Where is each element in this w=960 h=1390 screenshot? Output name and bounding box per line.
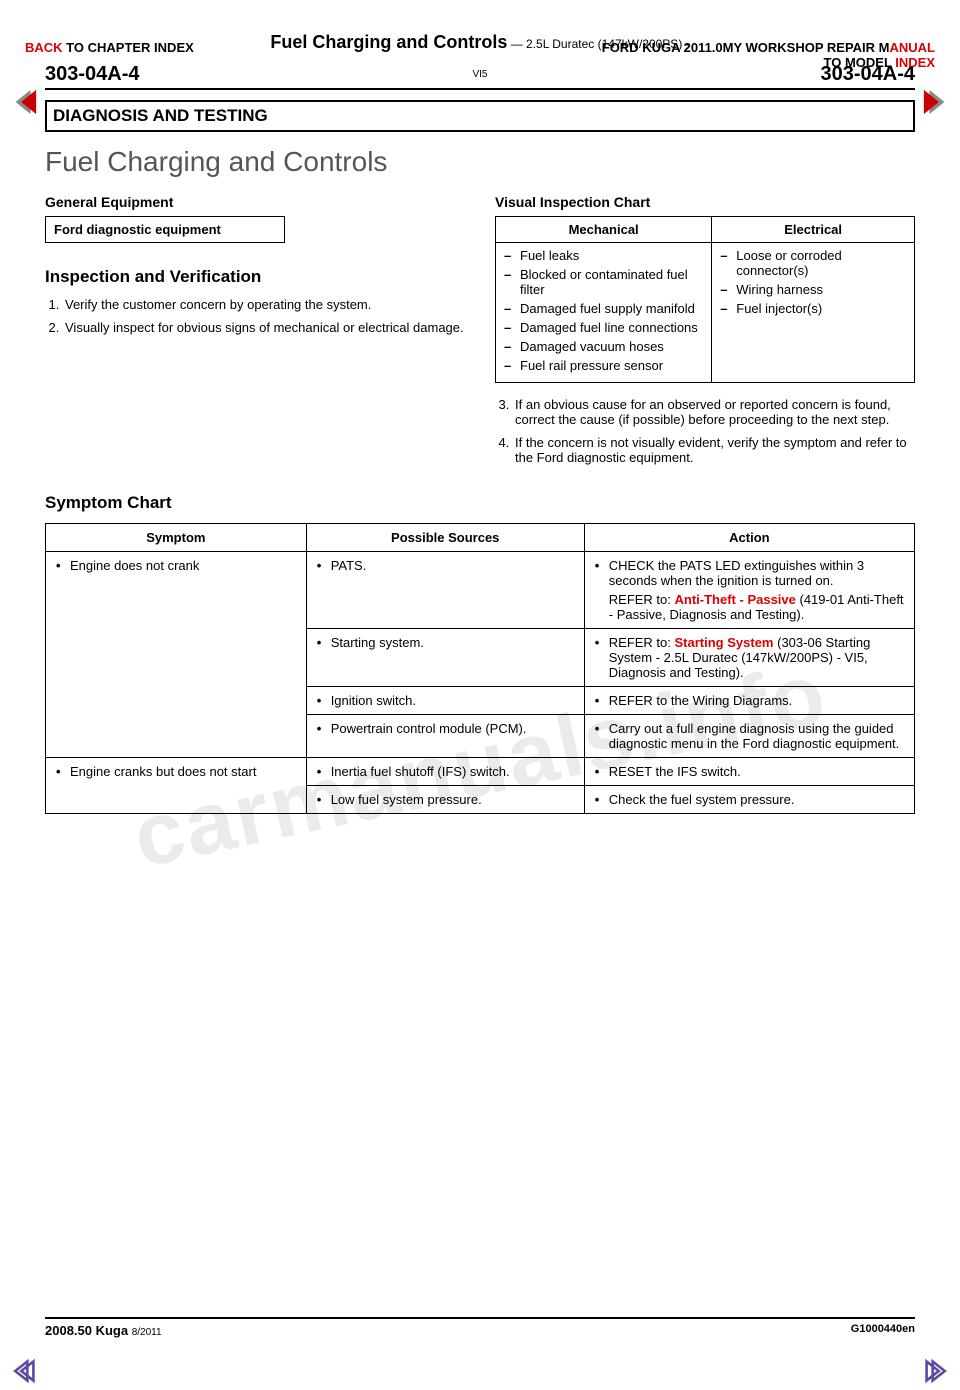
symptom-chart-table: Symptom Possible Sources Action Engine d… xyxy=(45,523,915,814)
back-rest: TO CHAPTER INDEX xyxy=(63,40,194,55)
vi5-label: VI5 xyxy=(472,69,487,80)
inspection-steps-1-2: Verify the customer concern by operating… xyxy=(63,297,465,335)
prev-page-bottom-chevron[interactable] xyxy=(10,1358,36,1384)
mech-item: Fuel leaks xyxy=(504,248,703,263)
src-ignition: Ignition switch. xyxy=(315,693,576,708)
mech-item: Damaged vacuum hoses xyxy=(504,339,703,354)
col-mechanical: Mechanical xyxy=(496,217,712,243)
mech-item: Damaged fuel supply manifold xyxy=(504,301,703,316)
footer-right: G1000440en xyxy=(851,1323,915,1338)
elec-item: Wiring harness xyxy=(720,282,906,297)
action-starting-refer: REFER to: Starting System (303-06 Starti… xyxy=(593,635,906,680)
starting-system-link[interactable]: Starting System xyxy=(675,635,774,650)
diagnosis-testing-heading: DIAGNOSIS AND TESTING xyxy=(45,100,915,132)
src-ifs: Inertia fuel shutoff (IFS) switch. xyxy=(315,764,576,779)
action-wiring: REFER to the Wiring Diagrams. xyxy=(593,693,906,708)
mech-item: Blocked or contaminated fuel filter xyxy=(504,267,703,297)
prev-page-chevron[interactable] xyxy=(10,88,38,116)
action-ifs: RESET the IFS switch. xyxy=(593,764,906,779)
step-3: If an obvious cause for an observed or r… xyxy=(513,397,915,427)
symptom-1: Engine does not crank xyxy=(54,558,298,573)
col-sources: Possible Sources xyxy=(306,524,584,552)
symptom-2: Engine cranks but does not start xyxy=(54,764,298,779)
visual-inspection-heading: Visual Inspection Chart xyxy=(495,194,915,210)
src-low-pressure: Low fuel system pressure. xyxy=(315,792,576,807)
src-pats: PATS. xyxy=(315,558,576,573)
action-pats-refer: REFER to: Anti-Theft - Passive (419-01 A… xyxy=(593,592,906,622)
symptom-chart-heading: Symptom Chart xyxy=(45,493,915,513)
next-page-chevron[interactable] xyxy=(922,88,950,116)
col-electrical: Electrical xyxy=(712,217,915,243)
mech-item: Damaged fuel line connections xyxy=(504,320,703,335)
general-equipment-heading: General Equipment xyxy=(45,194,465,210)
back-to-chapter-link[interactable]: BACK TO CHAPTER INDEX xyxy=(25,40,194,70)
equip-row: Ford diagnostic equipment xyxy=(48,219,282,240)
col-action: Action xyxy=(584,524,914,552)
back-red: BACK xyxy=(25,40,63,55)
main-title: Fuel Charging and Controls xyxy=(45,146,915,178)
inspection-verification-heading: Inspection and Verification xyxy=(45,267,465,287)
manual-title: FORD KUGA 2011.0MY WORKSHOP REPAIR MANUA… xyxy=(602,40,935,55)
footer-left: 2008.50 Kuga xyxy=(45,1323,132,1338)
footer-left-small: 8/2011 xyxy=(132,1327,162,1338)
step-1: Verify the customer concern by operating… xyxy=(63,297,465,312)
visual-inspection-table: Mechanical Electrical Fuel leaks Blocked… xyxy=(495,216,915,383)
src-pcm: Powertrain control module (PCM). xyxy=(315,721,576,736)
next-page-bottom-chevron[interactable] xyxy=(924,1358,950,1384)
inspection-steps-3-4: If an obvious cause for an observed or r… xyxy=(513,397,915,465)
action-pats-check: CHECK the PATS LED extinguishes within 3… xyxy=(593,558,906,588)
action-check-pressure: Check the fuel system pressure. xyxy=(593,792,906,807)
anti-theft-link[interactable]: Anti-Theft - Passive xyxy=(675,592,796,607)
col-symptom: Symptom xyxy=(46,524,307,552)
elec-item: Fuel injector(s) xyxy=(720,301,906,316)
src-starting: Starting system. xyxy=(315,635,576,650)
step-4: If the concern is not visually evident, … xyxy=(513,435,915,465)
footer: 2008.50 Kuga 8/2011 G1000440en xyxy=(45,1317,915,1338)
elec-item: Loose or corroded connector(s) xyxy=(720,248,906,278)
step-2: Visually inspect for obvious signs of me… xyxy=(63,320,465,335)
to-model-index-link[interactable]: TO MODEL INDEX xyxy=(602,55,935,70)
mech-item: Fuel rail pressure sensor xyxy=(504,358,703,373)
action-pcm: Carry out a full engine diagnosis using … xyxy=(593,721,906,751)
equipment-table: Ford diagnostic equipment xyxy=(45,216,285,243)
